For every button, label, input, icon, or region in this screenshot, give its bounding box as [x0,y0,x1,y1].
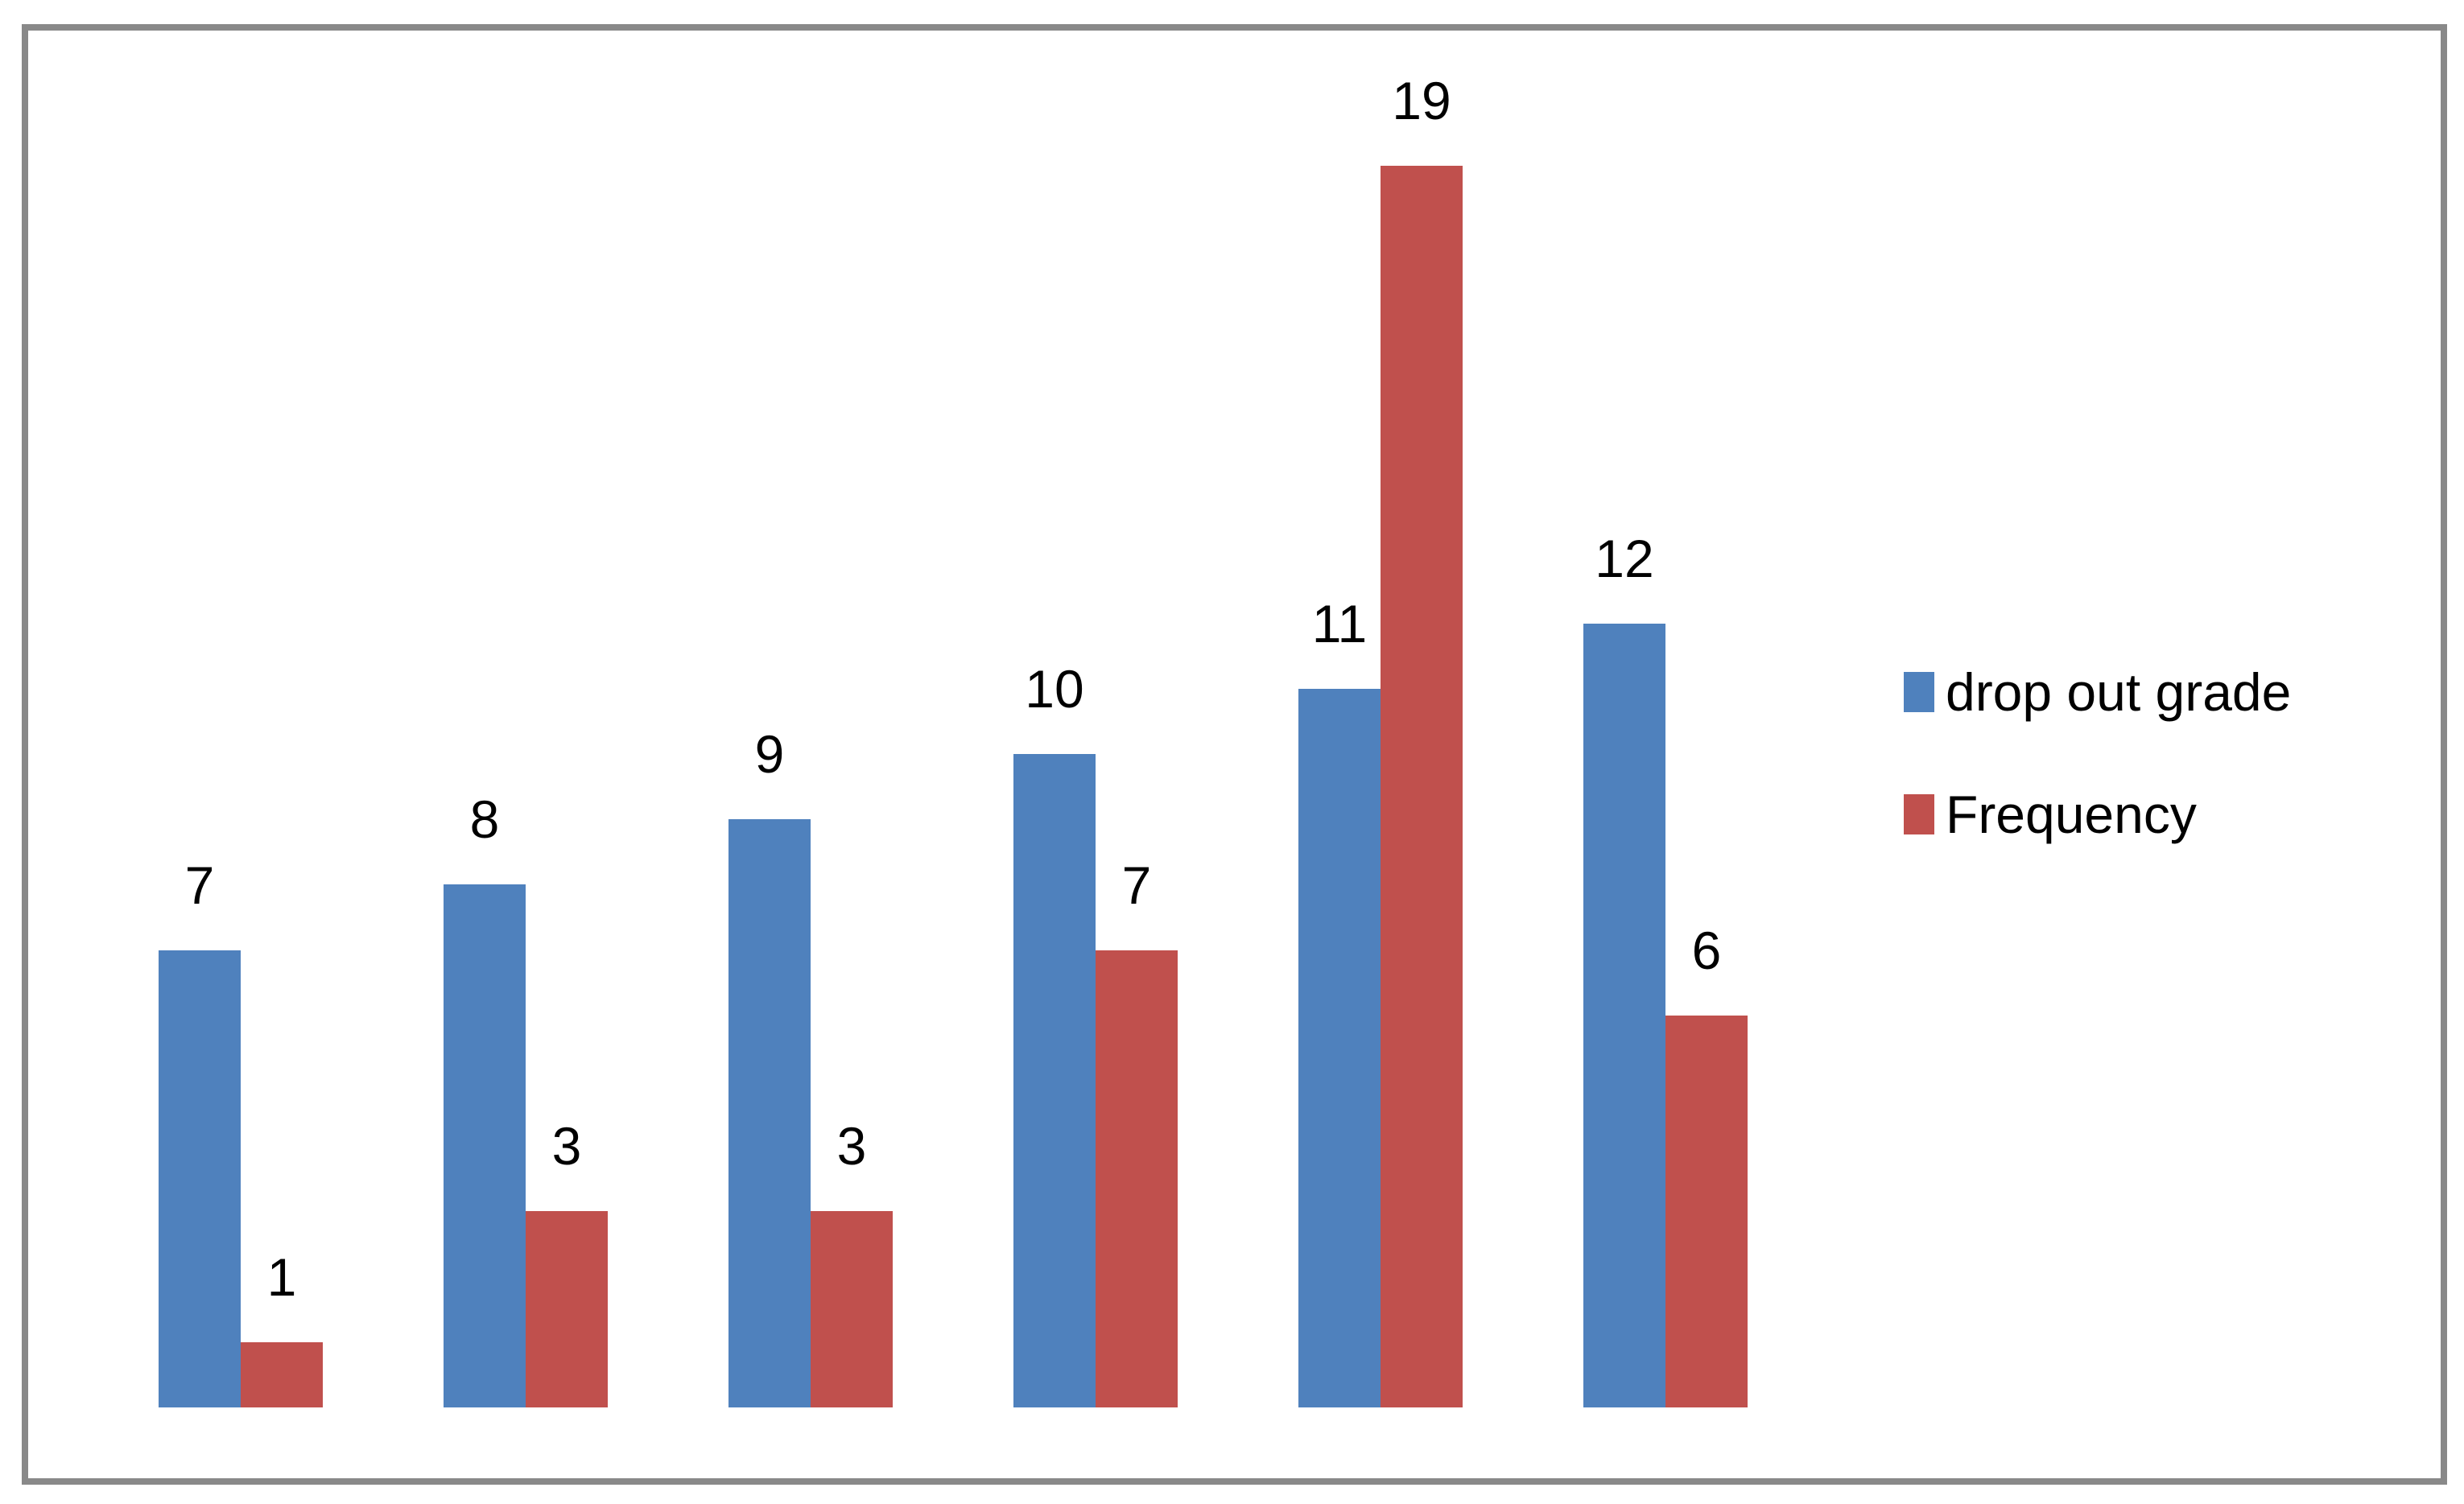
legend: drop out grade Frequency [1904,662,2419,893]
bar-frequency-1 [241,1342,323,1407]
bar-drop-out-grade-2 [444,884,526,1407]
chart-frame: 7 8 9 10 11 12 1 3 3 7 19 6 drop out grade Frequenc… [22,24,2447,1485]
bar-frequency-6 [1665,1016,1748,1407]
legend-item-drop-out-grade: drop out grade [1904,662,2292,722]
bar-drop-out-grade-3 [728,819,811,1407]
legend-swatch-frequency-icon [1904,794,1934,834]
legend-item-frequency: Frequency [1904,785,2197,844]
bar-label-drop-out-grade-2: 8 [469,789,500,849]
bar-label-frequency-3: 3 [836,1116,867,1176]
bar-label-frequency-6: 6 [1691,921,1722,980]
bar-label-drop-out-grade-5: 11 [1311,594,1368,653]
bar-frequency-2 [526,1211,608,1407]
legend-label-frequency: Frequency [1946,785,2197,844]
bar-drop-out-grade-4 [1013,754,1096,1407]
bar-label-frequency-2: 3 [551,1116,582,1176]
bar-frequency-3 [811,1211,893,1407]
bar-label-frequency-4: 7 [1121,855,1152,915]
bar-label-drop-out-grade-4: 10 [1025,659,1084,719]
plot-area: 7 8 9 10 11 12 1 3 3 7 19 6 [28,31,2441,1478]
legend-swatch-drop-out-grade-icon [1904,672,1934,712]
bar-drop-out-grade-1 [159,950,241,1407]
bar-label-drop-out-grade-3: 9 [754,724,785,784]
bar-label-drop-out-grade-1: 7 [184,855,215,915]
legend-label-drop-out-grade: drop out grade [1946,662,2292,722]
bar-drop-out-grade-5 [1298,689,1381,1407]
bar-drop-out-grade-6 [1583,624,1665,1407]
bar-frequency-4 [1096,950,1178,1407]
bar-label-frequency-5: 19 [1392,71,1451,130]
bar-frequency-5 [1381,166,1463,1407]
bar-label-drop-out-grade-6: 12 [1595,529,1654,588]
bar-label-frequency-1: 1 [266,1247,297,1307]
